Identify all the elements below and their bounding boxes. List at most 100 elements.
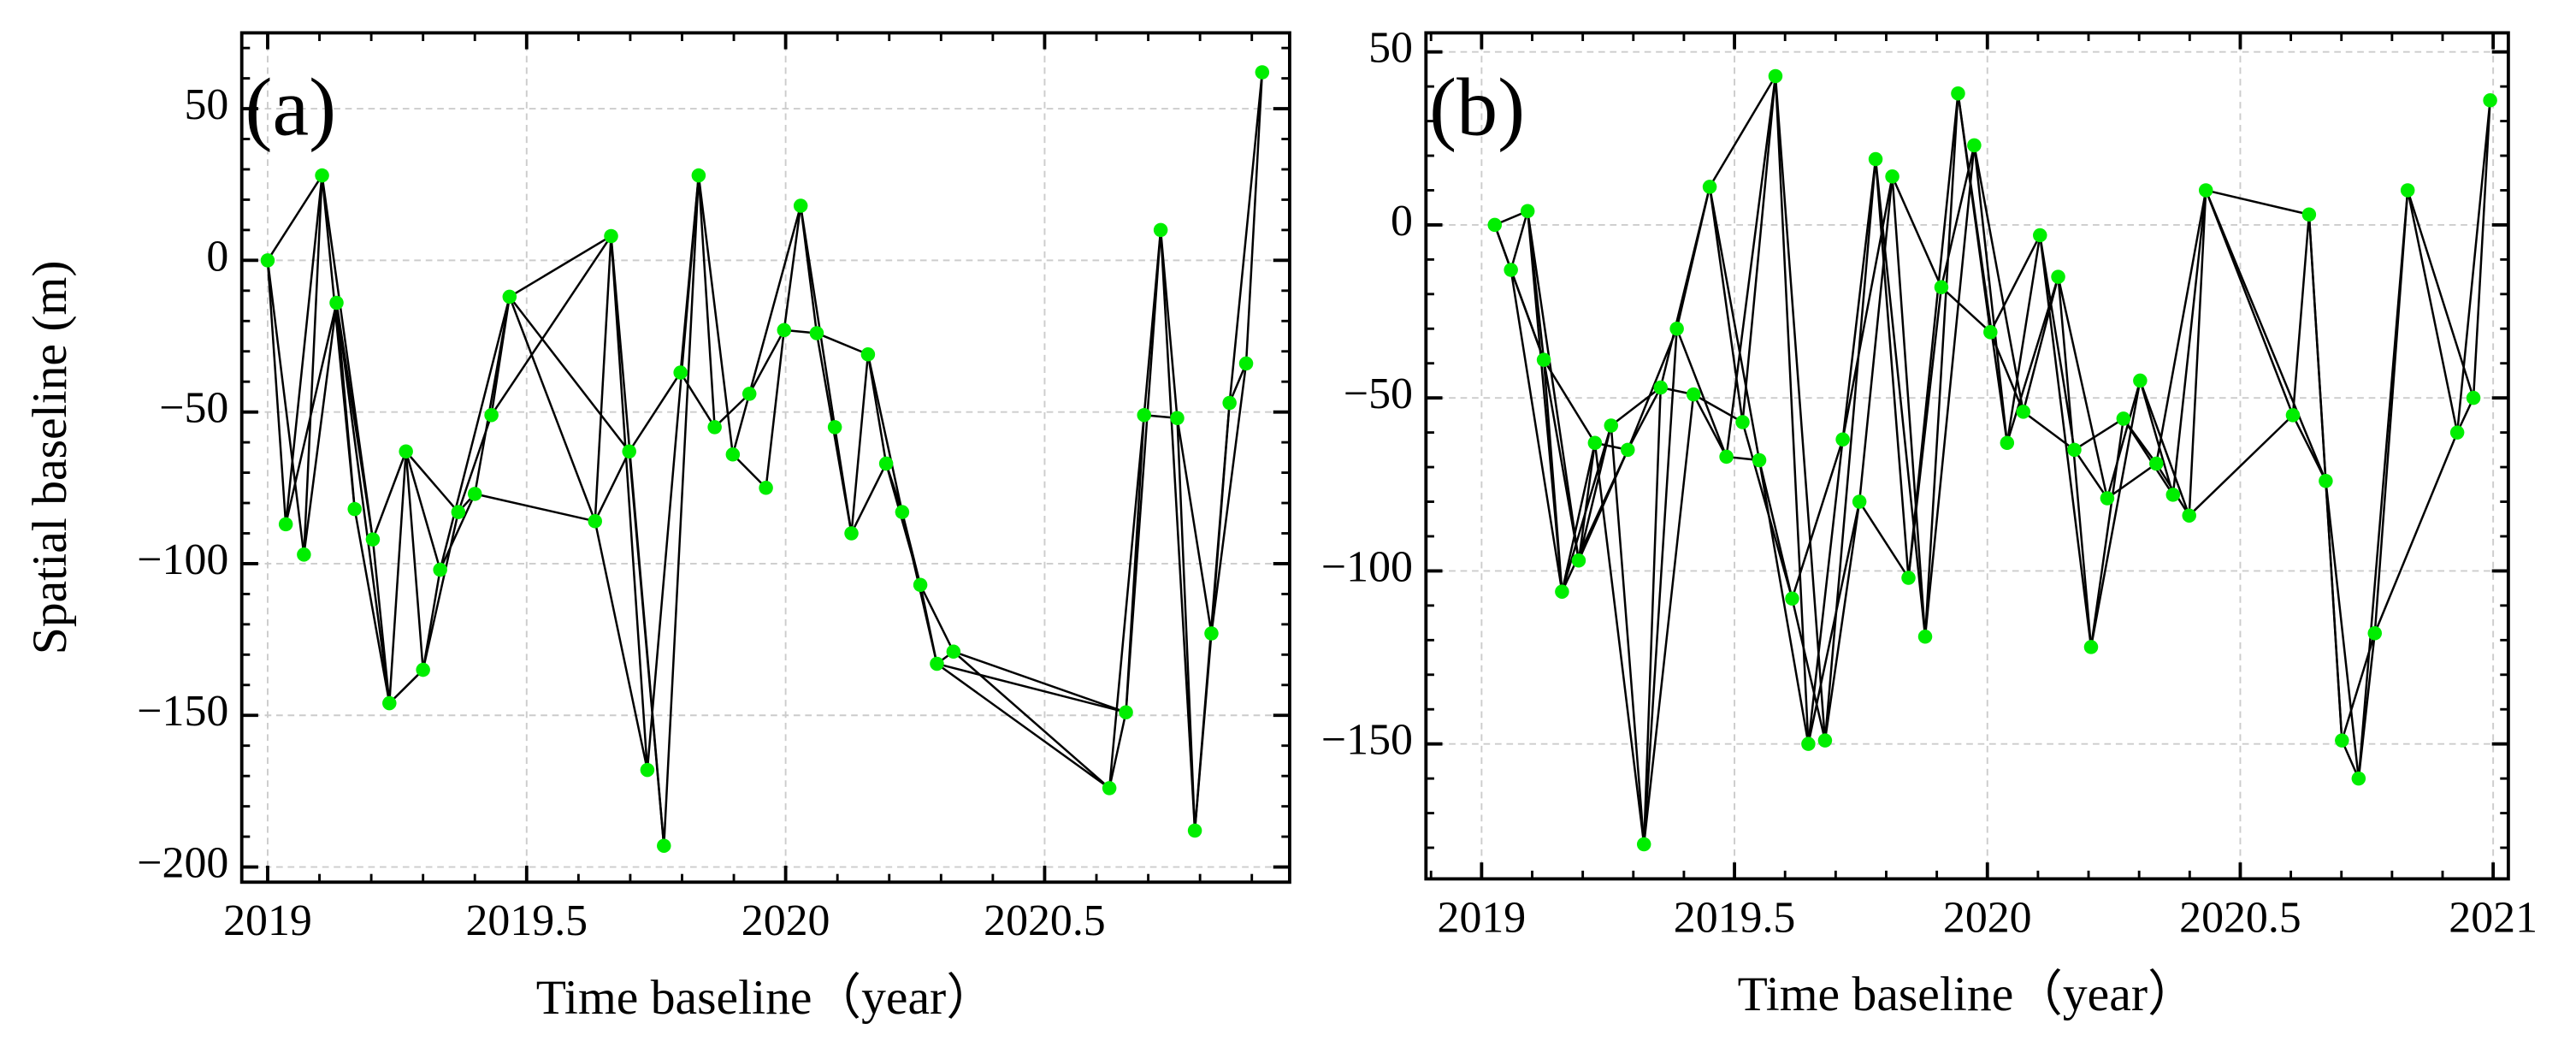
edge: [2373, 432, 2459, 634]
acquisition-point: [691, 168, 706, 183]
edge: [2188, 190, 2207, 516]
edge: [1807, 439, 1844, 744]
edge: [508, 296, 630, 453]
edge: [1791, 598, 1827, 741]
edge: [2373, 190, 2409, 634]
acquisition-point: [2335, 733, 2349, 748]
edge: [2155, 190, 2207, 464]
edge: [2073, 417, 2124, 451]
acquisition-point: [1967, 138, 1982, 153]
edge: [474, 493, 596, 523]
edge: [953, 650, 1110, 790]
y-tick-label: −150: [137, 687, 228, 736]
acquisition-point: [1852, 494, 1867, 509]
edge: [1874, 158, 1927, 637]
x-axis-label: Time baseline（year）: [1738, 967, 2197, 1021]
edge: [2291, 214, 2311, 416]
plot-frame: [239, 31, 1291, 884]
edge: [1610, 387, 1662, 427]
edge: [1941, 286, 1992, 334]
edge: [1642, 393, 1695, 845]
edge: [953, 650, 1126, 713]
acquisition-point: [1801, 737, 1816, 751]
acquisition-point: [2198, 183, 2213, 198]
edge: [1627, 387, 1662, 451]
x-tick-label: 2019: [1438, 893, 1527, 942]
acquisition-point: [2100, 491, 2115, 506]
edge: [2106, 463, 2157, 500]
panel-label: (b): [1429, 61, 1525, 152]
acquisition-point: [1951, 86, 1965, 101]
acquisition-point: [1119, 705, 1133, 719]
edge: [1510, 210, 1529, 270]
acquisition-point: [1669, 322, 1684, 336]
acquisition-point: [451, 505, 466, 519]
acquisition-point: [588, 514, 602, 529]
edge: [1510, 269, 1563, 592]
acquisition-point: [2000, 435, 2015, 451]
acquisition-point: [484, 407, 499, 423]
acquisition-point: [1702, 180, 1717, 194]
acquisition-point: [1604, 418, 1619, 433]
acquisition-point: [878, 456, 894, 471]
edge: [2325, 481, 2360, 779]
acquisition-point: [1137, 407, 1151, 423]
y-tick-label: 0: [206, 232, 228, 281]
x-tick-label: 2020.5: [984, 896, 1106, 945]
acquisition-point: [382, 695, 397, 711]
edge: [335, 302, 391, 704]
acquisition-point: [741, 387, 757, 401]
acquisition-point: [2301, 207, 2317, 222]
acquisition-point: [2466, 390, 2481, 405]
edge: [2171, 190, 2207, 495]
acquisition-point: [1102, 781, 1117, 796]
edge: [1708, 186, 1761, 461]
acquisition-point: [315, 168, 329, 183]
edge: [371, 539, 391, 704]
edge: [1823, 501, 1861, 741]
edge: [2139, 380, 2174, 495]
edge: [628, 451, 665, 846]
edge: [303, 175, 323, 555]
y-tick-label: 50: [184, 80, 228, 129]
edge: [335, 302, 356, 510]
acquisition-point: [2133, 373, 2148, 388]
acquisition-point: [1187, 823, 1202, 838]
acquisition-point: [1686, 387, 1701, 402]
acquisition-point: [930, 656, 944, 671]
acquisition-point: [2165, 488, 2181, 502]
acquisition-point: [1587, 435, 1603, 451]
edge: [1693, 393, 1728, 458]
plot-frame: [1424, 31, 2510, 881]
acquisition-point: [604, 228, 618, 244]
edge: [508, 296, 596, 522]
edge: [1642, 387, 1662, 845]
acquisition-point: [895, 505, 910, 519]
acquisition-point: [365, 532, 381, 547]
edge: [1143, 229, 1162, 416]
edge: [679, 175, 700, 373]
y-tick-label: −50: [1344, 370, 1413, 418]
edge: [2039, 234, 2076, 451]
acquisition-point: [260, 253, 275, 268]
x-tick-label: 2020: [741, 896, 830, 945]
edge: [266, 175, 323, 262]
edge: [2022, 276, 2059, 412]
acquisition-point: [946, 644, 961, 660]
edge: [936, 662, 1126, 713]
acquisition-point: [416, 662, 430, 677]
acquisition-point: [2285, 408, 2301, 423]
edge: [2406, 190, 2459, 433]
edge: [1907, 93, 1959, 578]
y-tick-label: −100: [137, 535, 228, 584]
edge: [2089, 380, 2142, 648]
edge: [1159, 229, 1179, 418]
edge: [1176, 417, 1213, 634]
edge: [1593, 442, 1645, 845]
y-tick-label: 50: [1368, 24, 1413, 73]
edge: [1526, 210, 1580, 561]
acquisition-point: [809, 326, 824, 340]
edge: [799, 205, 836, 428]
edge: [439, 296, 511, 571]
